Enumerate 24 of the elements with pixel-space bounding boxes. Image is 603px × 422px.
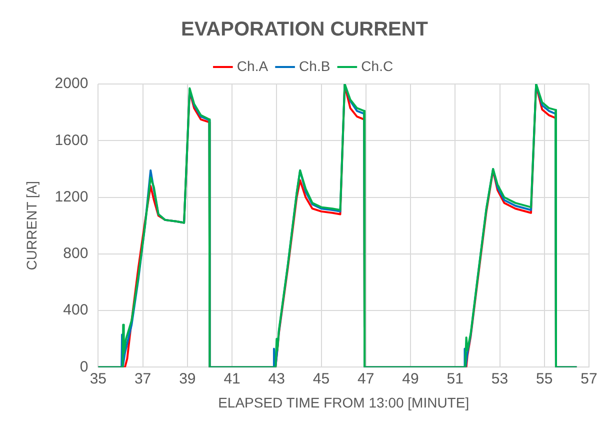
x-tick-label: 57 (580, 370, 598, 388)
x-tick-label: 39 (179, 370, 196, 388)
x-tick-label: 55 (536, 370, 553, 388)
x-tick-label: 47 (358, 370, 374, 388)
chart-title: EVAPORATION CURRENT (180, 18, 428, 41)
x-tick-label: 35 (90, 370, 107, 388)
legend-label: Ch.B (299, 58, 330, 74)
legend-label: Ch.C (361, 58, 394, 74)
y-tick-label: 1600 (54, 132, 88, 149)
y-axis-title: CURRENT [A] (23, 181, 40, 270)
y-tick-label: 0 (80, 358, 88, 376)
x-tick-label: 51 (446, 370, 464, 388)
x-tick-label: 49 (402, 370, 419, 388)
x-tick-label: 53 (491, 370, 508, 388)
x-tick-label: 45 (312, 370, 330, 388)
x-tick-label: 37 (134, 370, 152, 388)
legend-label: Ch.A (236, 58, 269, 74)
y-tick-label: 400 (63, 302, 88, 319)
y-tick-label: 800 (63, 245, 88, 262)
x-axis-title: ELAPSED TIME FROM 13:00 [MINUTE] (218, 394, 470, 410)
y-tick-label: 2000 (54, 75, 88, 92)
y-tick-label: 1200 (54, 188, 88, 206)
x-tick-label: 43 (268, 370, 285, 388)
x-tick-label: 41 (224, 370, 240, 388)
